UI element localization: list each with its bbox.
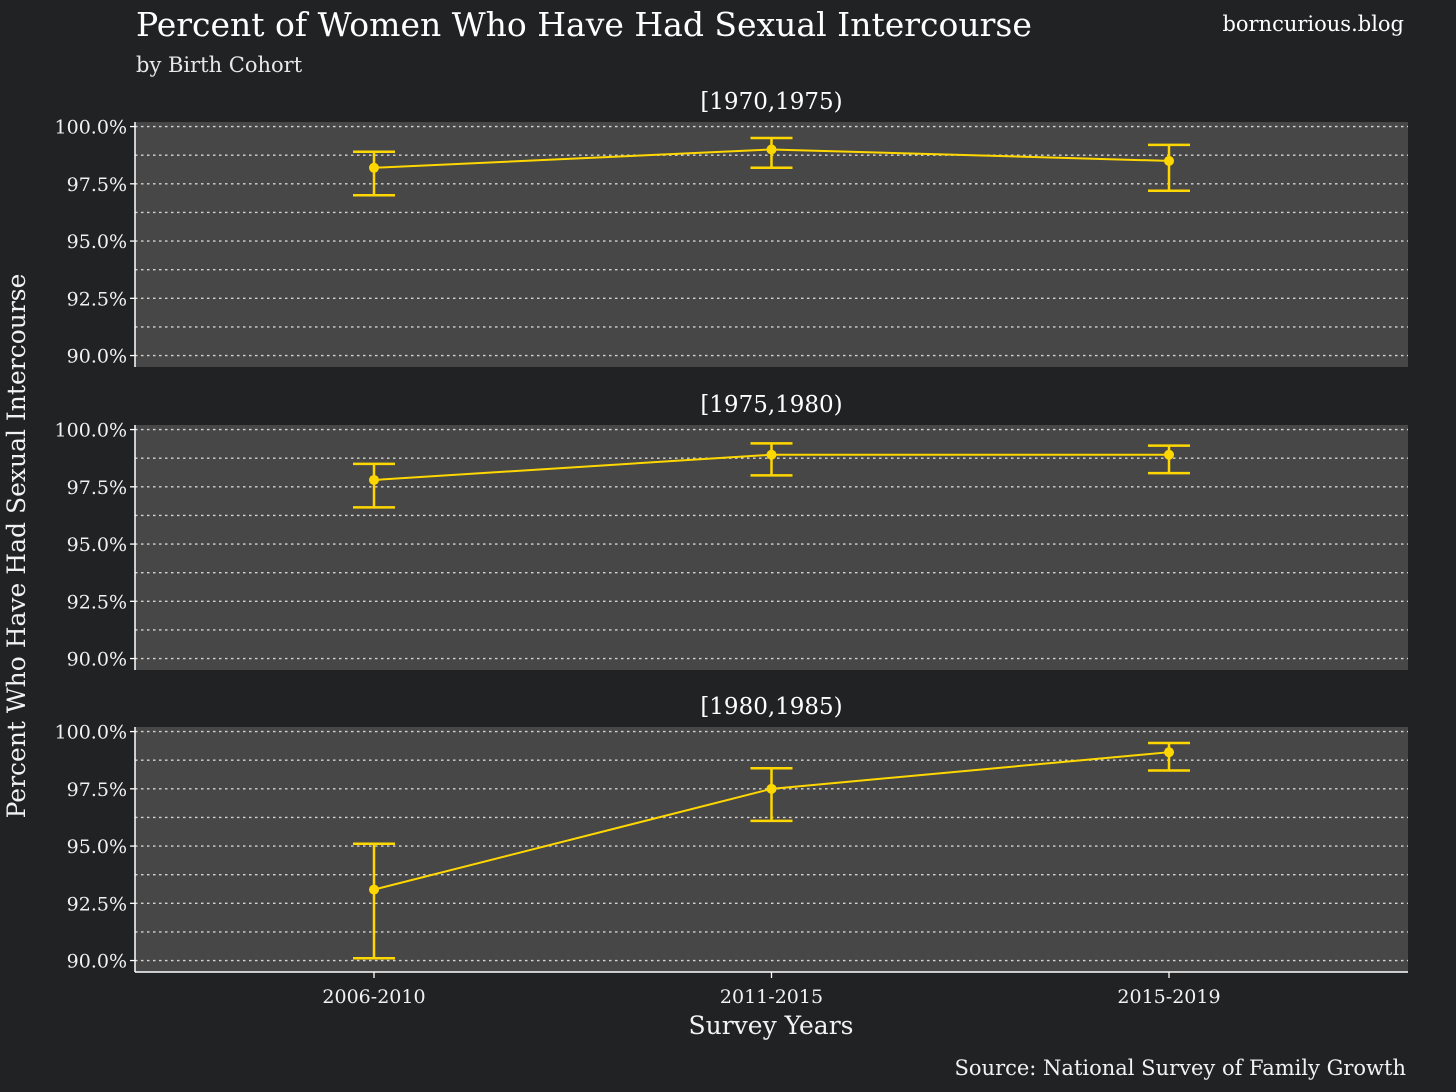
data-point (369, 884, 379, 895)
data-point (1164, 155, 1174, 166)
facet-panel: [1970,1975) 90.0% 92.5% 95.0% 97.5% 100.0% (55, 89, 1408, 368)
y-tick-label: 100.0% (55, 722, 127, 744)
x-axis-title: Survey Years (689, 1011, 854, 1040)
data-point (766, 449, 777, 460)
x-tick-label: 2006-2010 (322, 986, 425, 1008)
data-point (369, 474, 379, 485)
chart-subtitle: by Birth Cohort (136, 53, 303, 77)
facet-label: [1980,1985) (700, 694, 842, 720)
y-tick-label: 97.5% (67, 779, 127, 801)
y-tick-label: 97.5% (67, 174, 127, 196)
y-tick-label: 100.0% (55, 420, 127, 442)
y-axis-title: Percent Who Have Had Sexual Intercourse (2, 274, 31, 819)
facet-label: [1970,1975) (700, 89, 842, 115)
y-tick-label: 92.5% (67, 591, 127, 613)
facet-label: [1975,1980) (700, 392, 842, 418)
data-point (766, 783, 777, 794)
y-tick-label: 90.0% (67, 346, 127, 368)
data-point (766, 144, 777, 155)
blog-credit: borncurious.blog (1222, 12, 1404, 36)
y-tick-label: 97.5% (67, 477, 127, 499)
y-tick-label: 95.0% (67, 231, 127, 253)
x-tick-label: 2015-2019 (1117, 986, 1220, 1008)
data-point (1164, 747, 1174, 758)
x-tick-label: 2011-2015 (720, 986, 823, 1008)
y-tick-label: 90.0% (67, 951, 127, 973)
y-tick-label: 95.0% (67, 534, 127, 556)
data-point (369, 162, 379, 173)
chart-title: Percent of Women Who Have Had Sexual Int… (136, 5, 1032, 44)
y-tick-label: 95.0% (67, 836, 127, 858)
y-tick-label: 92.5% (67, 288, 127, 310)
y-tick-label: 92.5% (67, 893, 127, 915)
facet-panel: [1980,1985) 90.0% 92.5% 95.0% 97.5% 100.0% 200… (55, 694, 1408, 1008)
facet-panels: [1970,1975)90.0%92.5%95.0%97.5%100.0%[19… (55, 89, 1408, 1008)
panel-background (135, 727, 1408, 972)
y-tick-label: 100.0% (55, 117, 127, 139)
data-point (1164, 449, 1174, 460)
source-note: Source: National Survey of Family Growth (955, 1056, 1406, 1080)
facet-panel: [1975,1980) 90.0% 92.5% 95.0% 97.5% 100.0% (55, 392, 1408, 671)
y-tick-label: 90.0% (67, 649, 127, 671)
